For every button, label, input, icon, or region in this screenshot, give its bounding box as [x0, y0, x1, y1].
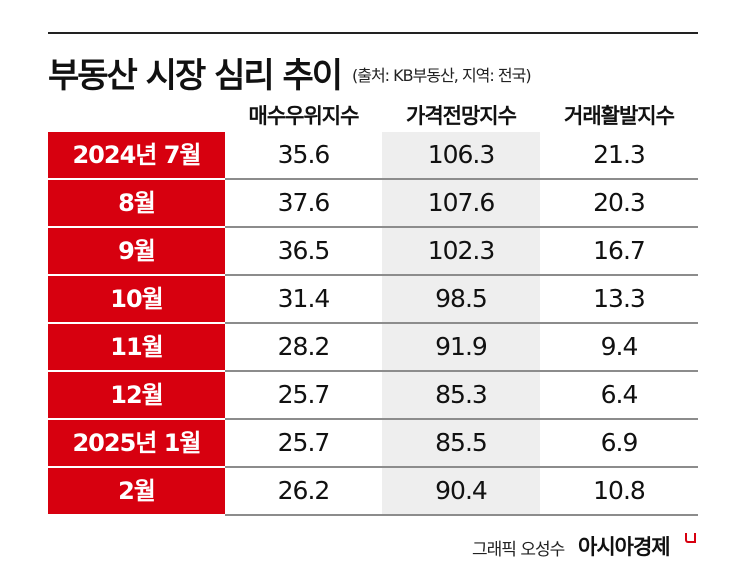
row-divider	[225, 226, 698, 228]
table-cell: 6.4	[600, 380, 639, 409]
table-cell: 6.9	[600, 428, 639, 457]
row-label: 10월	[48, 276, 225, 322]
table-cell: 9.4	[600, 332, 639, 361]
table-cell: 85.5	[435, 428, 488, 457]
column-header: 거래활발지수	[564, 104, 675, 128]
row-label: 2024년 7월	[48, 132, 225, 178]
table-cell: 31.4	[277, 284, 331, 313]
row-divider	[225, 466, 698, 468]
chart-title: 부동산 시장 심리 추이	[48, 56, 343, 96]
table-row: 11월 28.2 91.9 9.4	[48, 324, 698, 372]
row-label: 9월	[48, 228, 225, 274]
row-label: 11월	[48, 324, 225, 370]
table-row: 2024년 7월 35.6 106.3 21.3	[48, 132, 698, 180]
row-divider	[225, 418, 698, 420]
table-row: 9월 36.5 102.3 16.7	[48, 228, 698, 276]
row-divider	[225, 178, 698, 180]
table-cell: 85.3	[435, 380, 488, 409]
table-cell: 16.7	[593, 236, 646, 265]
table-cell: 13.3	[593, 284, 646, 313]
table-cell: 36.5	[277, 236, 331, 265]
table-cell: 28.2	[277, 332, 331, 361]
table-cell: 90.4	[435, 476, 488, 505]
table-row: 2025년 1월 25.7 85.5 6.9	[48, 420, 698, 468]
table-cell: 25.7	[277, 380, 331, 409]
table-row: 12월 25.7 85.3 6.4	[48, 372, 698, 420]
row-label: 8월	[48, 180, 225, 226]
table-row: 2월 26.2 90.4 10.8	[48, 468, 698, 516]
table-cell: 102.3	[427, 236, 496, 265]
table-cell: 107.6	[427, 188, 496, 217]
table-cell: 35.6	[277, 140, 331, 169]
row-divider	[225, 322, 698, 324]
table-cell: 21.3	[593, 140, 646, 169]
row-label: 2월	[48, 468, 225, 514]
table-cell: 20.3	[593, 188, 646, 217]
graphic-credit: 그래픽 오성수	[472, 540, 565, 560]
table-cell: 26.2	[277, 476, 331, 505]
row-label: 2025년 1월	[48, 420, 225, 466]
brand-mark-icon	[685, 533, 696, 543]
row-divider	[225, 370, 698, 372]
row-divider	[225, 274, 698, 276]
column-header: 매수우위지수	[248, 104, 360, 128]
column-header: 가격전망지수	[406, 104, 517, 128]
table-row: 10월 31.4 98.5 13.3	[48, 276, 698, 324]
top-rule	[48, 32, 698, 34]
table-cell: 25.7	[277, 428, 331, 457]
brand-logo: 아시아경제	[578, 535, 671, 559]
table-cell: 91.9	[435, 332, 488, 361]
table-cell: 10.8	[593, 476, 646, 505]
row-divider	[225, 514, 698, 516]
table-row: 8월 37.6 107.6 20.3	[48, 180, 698, 228]
table-cell: 106.3	[427, 140, 496, 169]
table-cell: 37.6	[277, 188, 331, 217]
source-note: (출처: KB부동산, 지역: 전국)	[352, 66, 532, 85]
row-label: 12월	[48, 372, 225, 418]
table-cell: 98.5	[435, 284, 488, 313]
